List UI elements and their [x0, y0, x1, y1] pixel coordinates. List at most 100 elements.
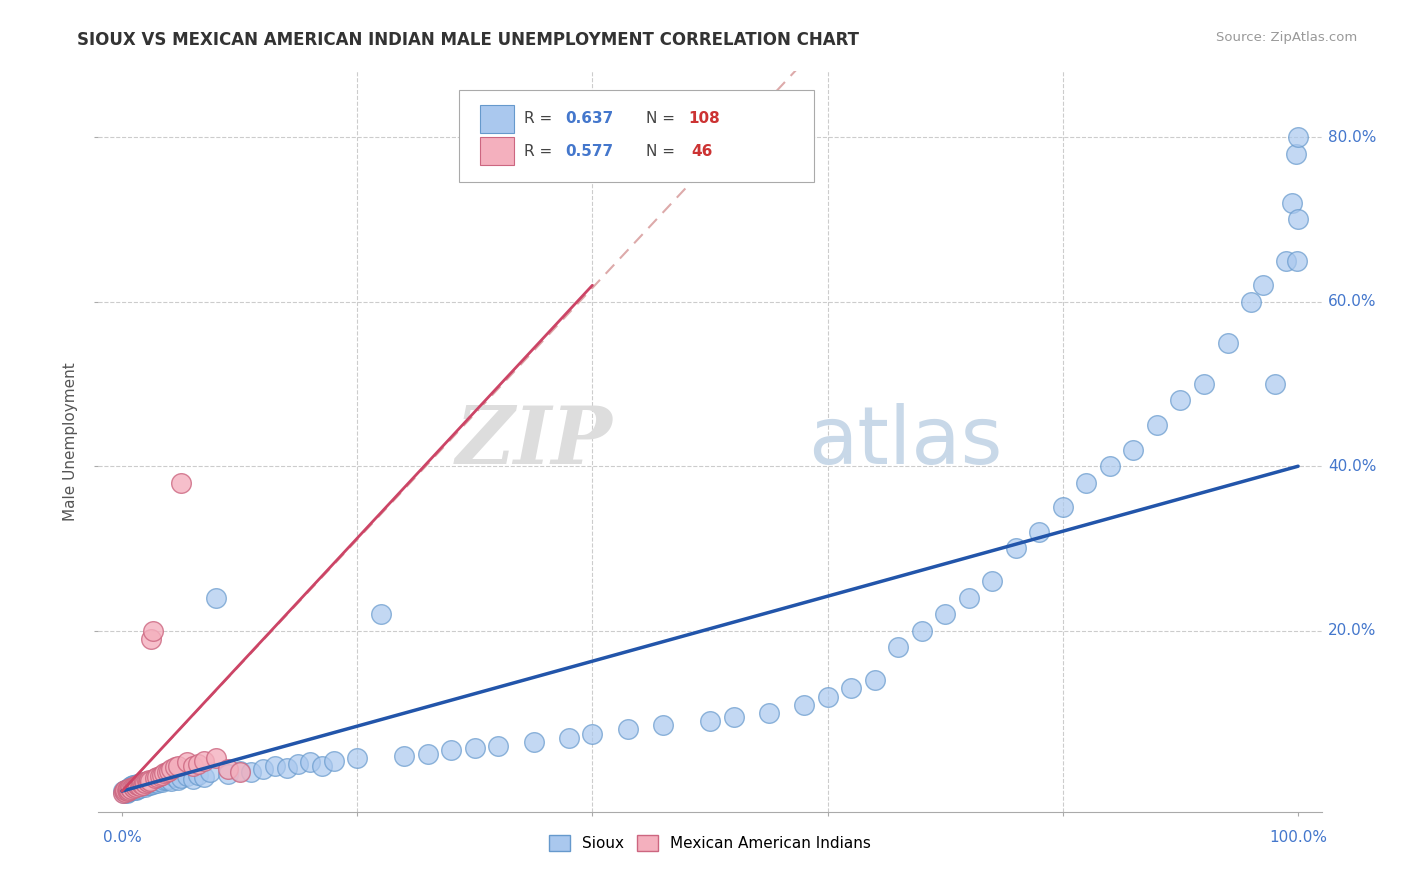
Point [112, 786, 135, 800]
Point [120, 779, 142, 793]
Point [122, 780, 145, 795]
Point [135, 774, 157, 789]
Point [114, 785, 136, 799]
Bar [479, 104, 515, 133]
Point [217, 762, 239, 776]
Point [117, 781, 139, 796]
Point [146, 776, 169, 790]
Point [911, 624, 934, 638]
Point [205, 751, 228, 765]
Point [205, 591, 228, 605]
Point [141, 777, 163, 791]
Point [128, 776, 150, 790]
Point [122, 778, 145, 792]
Point [121, 778, 143, 792]
Point [131, 776, 153, 790]
Y-axis label: Male Unemployment: Male Unemployment [63, 362, 79, 521]
Point [699, 714, 721, 729]
Point [146, 770, 169, 784]
Point [1251, 278, 1274, 293]
Point [486, 739, 509, 753]
Point [616, 723, 638, 737]
Text: 40.0%: 40.0% [1327, 458, 1376, 474]
Point [817, 690, 839, 704]
Point [1004, 541, 1026, 556]
Point [120, 782, 142, 797]
Point [125, 780, 148, 794]
Point [112, 784, 135, 798]
Point [115, 786, 138, 800]
Point [127, 777, 149, 791]
Point [141, 632, 163, 646]
Point [149, 768, 172, 782]
Point [176, 769, 198, 783]
Point [150, 767, 173, 781]
Point [142, 775, 165, 789]
Point [143, 773, 166, 788]
Point [122, 783, 145, 797]
Point [416, 747, 439, 761]
Point [117, 781, 139, 796]
Point [156, 773, 179, 788]
Point [117, 785, 139, 799]
Point [163, 760, 186, 774]
Point [1264, 376, 1286, 391]
Point [127, 778, 149, 792]
Point [112, 786, 135, 800]
Point [131, 779, 153, 793]
Point [121, 780, 143, 794]
Point [127, 781, 149, 796]
Point [1216, 335, 1239, 350]
Point [228, 765, 250, 780]
Point [128, 779, 150, 793]
Point [217, 767, 239, 781]
Text: 0.637: 0.637 [565, 112, 614, 127]
Text: 0.0%: 0.0% [103, 830, 142, 846]
Point [134, 780, 156, 794]
Point [163, 770, 186, 784]
Point [176, 756, 198, 770]
Point [115, 783, 138, 797]
Point [193, 770, 215, 784]
Point [167, 772, 190, 787]
Point [440, 743, 463, 757]
Point [863, 673, 886, 687]
Point [581, 726, 603, 740]
Point [723, 710, 745, 724]
Point [263, 759, 285, 773]
Point [118, 784, 141, 798]
Point [115, 782, 138, 797]
Point [153, 772, 176, 787]
Point [132, 778, 155, 792]
Bar [479, 137, 515, 165]
Point [934, 607, 956, 622]
Point [125, 779, 148, 793]
Point [228, 764, 250, 778]
Point [252, 762, 274, 776]
Point [287, 757, 309, 772]
Point [121, 781, 143, 796]
Point [839, 681, 862, 696]
Point [156, 765, 179, 780]
Point [120, 780, 142, 794]
Point [160, 774, 183, 789]
Point [129, 777, 152, 791]
Point [149, 774, 172, 789]
Point [322, 754, 344, 768]
Point [181, 759, 204, 773]
Point [558, 731, 581, 745]
Point [136, 775, 159, 789]
Point [117, 784, 139, 798]
Point [193, 754, 215, 768]
Point [139, 778, 162, 792]
Point [167, 758, 190, 772]
Point [141, 624, 163, 638]
Text: 60.0%: 60.0% [1327, 294, 1376, 310]
Text: R =: R = [524, 112, 557, 127]
Point [1146, 418, 1168, 433]
Point [1286, 130, 1309, 145]
Point [114, 782, 136, 797]
Text: 0.577: 0.577 [565, 144, 614, 159]
Text: R =: R = [524, 144, 557, 159]
Point [276, 761, 298, 775]
